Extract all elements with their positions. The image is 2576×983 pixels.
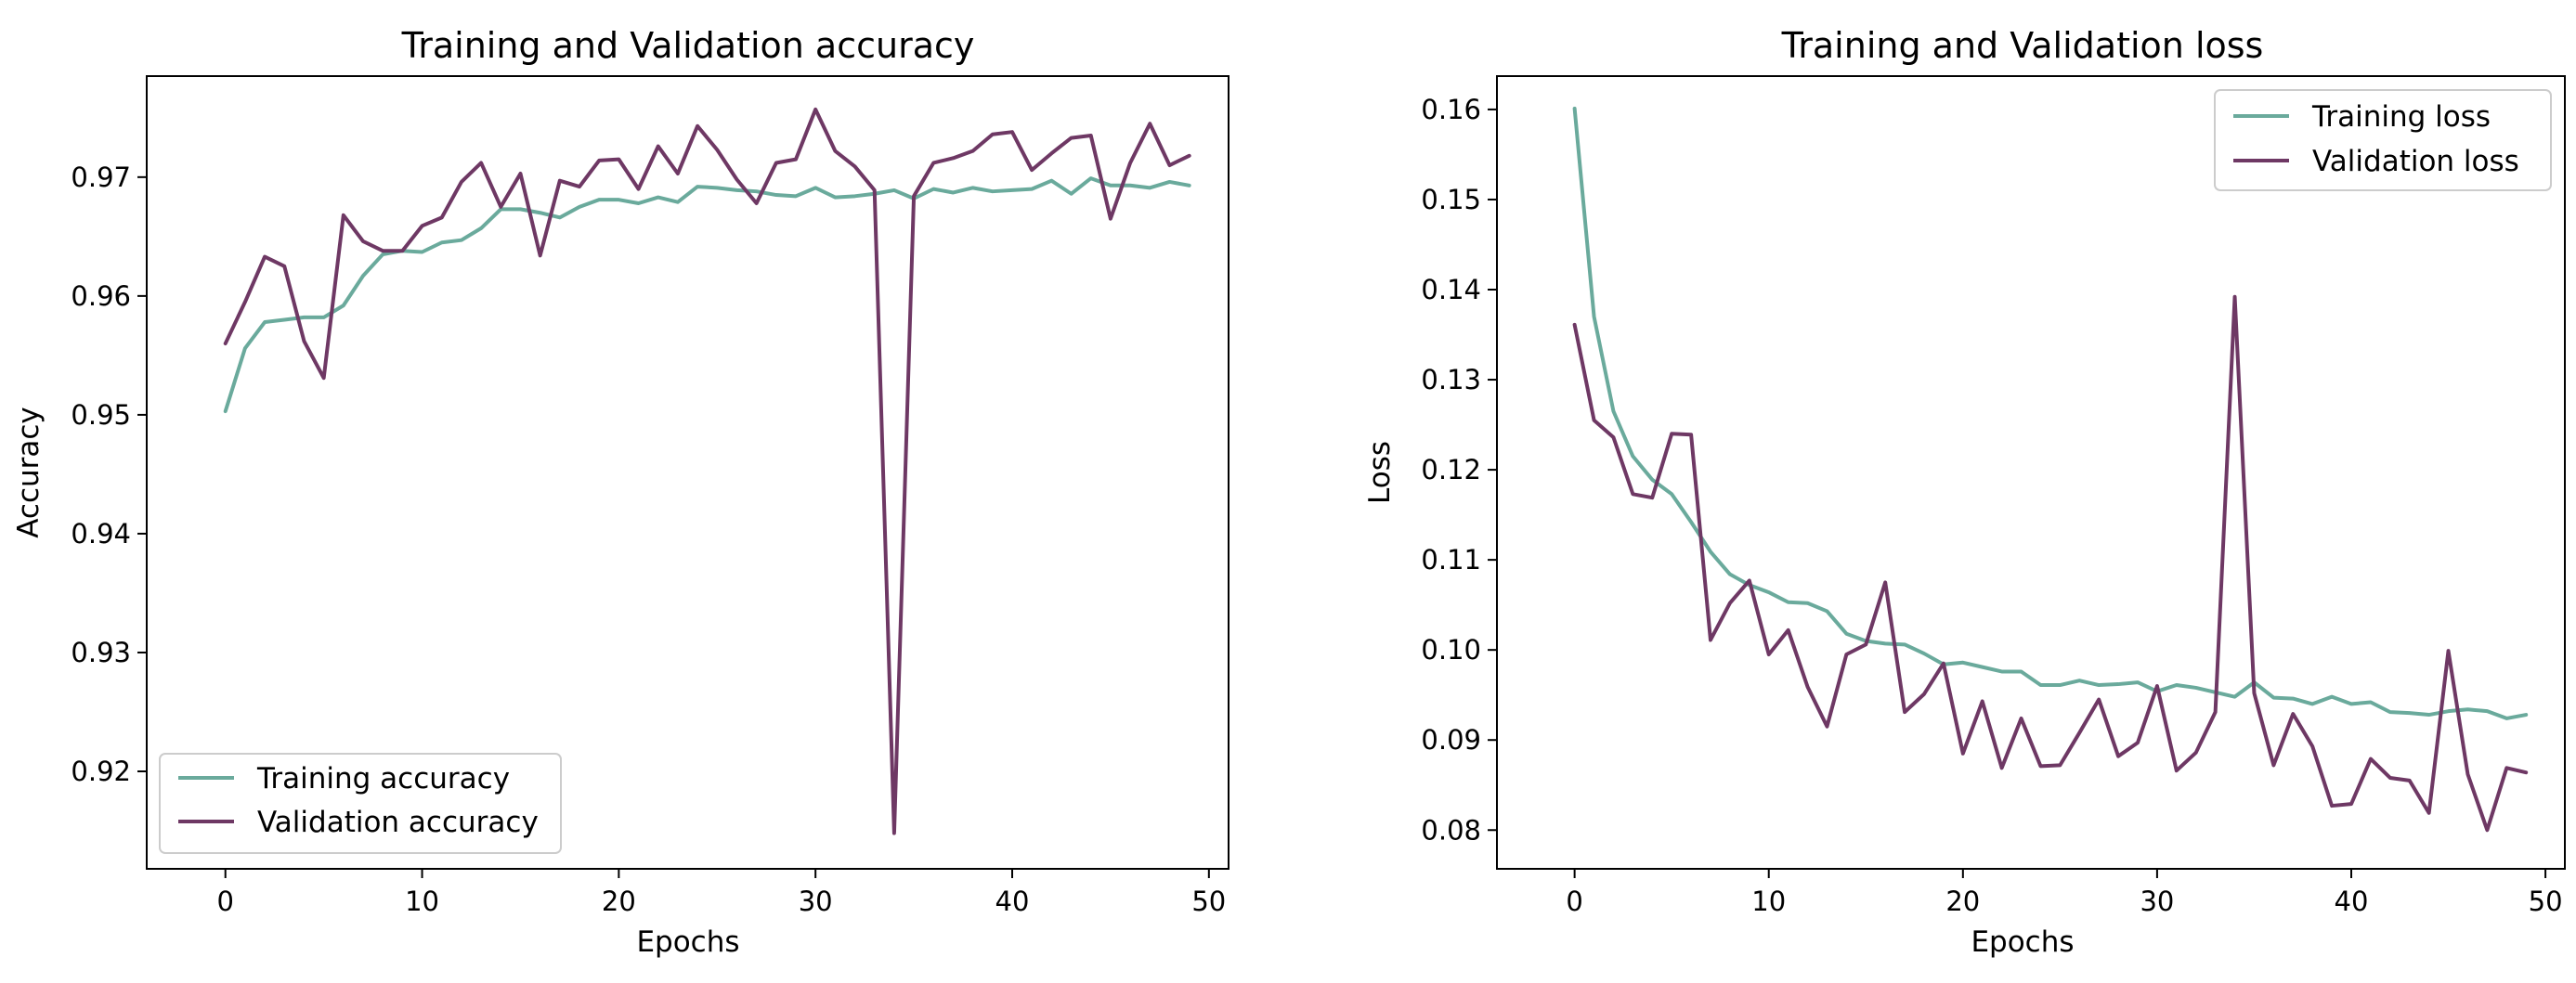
loss-legend-validation-label: Validation loss: [2312, 145, 2519, 178]
accuracy-x-tick-label: 10: [405, 886, 439, 917]
accuracy-y-axis-label: Accuracy: [12, 407, 46, 538]
accuracy-plot-area: 0 10 20 30 40 50 0.92 0.93 0.94 0.95 0.96 0.97: [71, 107, 1226, 917]
accuracy-legend-training-label: Training accuracy: [256, 762, 510, 795]
accuracy-x-tick-label: 30: [799, 886, 833, 917]
accuracy-y-tick-label: 0.96: [71, 280, 131, 312]
accuracy-x-tick-label: 0: [217, 886, 234, 917]
accuracy-series-validation-accuracy: [223, 107, 1191, 835]
accuracy-x-tick-label: 40: [995, 886, 1030, 917]
loss-x-tick-label: 0: [1566, 886, 1582, 917]
loss-x-tick-label: 30: [2140, 886, 2174, 917]
loss-legend: Training loss Validation loss: [2214, 89, 2552, 191]
loss-series-validation-loss: [1572, 294, 2529, 833]
loss-y-tick-label: 0.09: [1421, 724, 1481, 756]
accuracy-legend: Training accuracy Validation accuracy: [159, 753, 562, 854]
loss-y-tick-label: 0.15: [1421, 184, 1481, 215]
loss-y-tick-label: 0.10: [1421, 634, 1481, 666]
accuracy-legend-validation-label: Validation accuracy: [257, 806, 539, 839]
loss-y-tick-label: 0.11: [1421, 544, 1481, 576]
loss-legend-frame: [2214, 89, 2552, 191]
accuracy-x-axis-label: Epochs: [636, 925, 739, 959]
loss-x-axis-label: Epochs: [1971, 925, 2074, 959]
loss-axes-frame: [1496, 75, 2566, 870]
loss-y-tick-label: 0.13: [1421, 364, 1481, 395]
accuracy-chart: Training and Validation accuracy 0 10 20 30…: [12, 25, 1229, 959]
accuracy-y-tick-label: 0.95: [71, 399, 131, 431]
accuracy-y-tick-label: 0.93: [71, 637, 131, 668]
loss-y-tick-label: 0.14: [1421, 274, 1481, 305]
accuracy-axes-frame: [146, 75, 1229, 870]
loss-x-tick-label: 40: [2335, 886, 2369, 917]
accuracy-y-tick-label: 0.92: [71, 756, 131, 787]
accuracy-series-training-accuracy: [223, 176, 1191, 414]
accuracy-chart-title: Training and Validation accuracy: [401, 25, 975, 66]
accuracy-y-tick-label: 0.94: [71, 518, 131, 550]
loss-y-tick-label: 0.08: [1421, 814, 1481, 846]
loss-y-tick-label: 0.16: [1421, 94, 1481, 125]
loss-x-tick-label: 50: [2529, 886, 2563, 917]
loss-chart: Training and Validation loss 0 10 20 30 40 50…: [1363, 25, 2566, 959]
loss-y-tick-label: 0.12: [1421, 454, 1481, 485]
loss-x-tick-label: 20: [1945, 886, 1980, 917]
accuracy-x-tick-label: 50: [1191, 886, 1226, 917]
loss-legend-training-label: Training loss: [2311, 100, 2491, 134]
accuracy-legend-frame: [159, 753, 562, 854]
accuracy-y-tick-label: 0.97: [71, 162, 131, 193]
loss-series-training-loss: [1572, 106, 2529, 720]
loss-chart-title: Training and Validation loss: [1781, 25, 2264, 66]
loss-x-tick-label: 10: [1751, 886, 1786, 917]
accuracy-x-tick-label: 20: [602, 886, 636, 917]
loss-y-axis-label: Loss: [1363, 441, 1397, 504]
loss-plot-area: 0 10 20 30 40 50 0.08 0.09 0.10 0.11 0.12 0.13 0.14 0…: [1421, 94, 2562, 917]
